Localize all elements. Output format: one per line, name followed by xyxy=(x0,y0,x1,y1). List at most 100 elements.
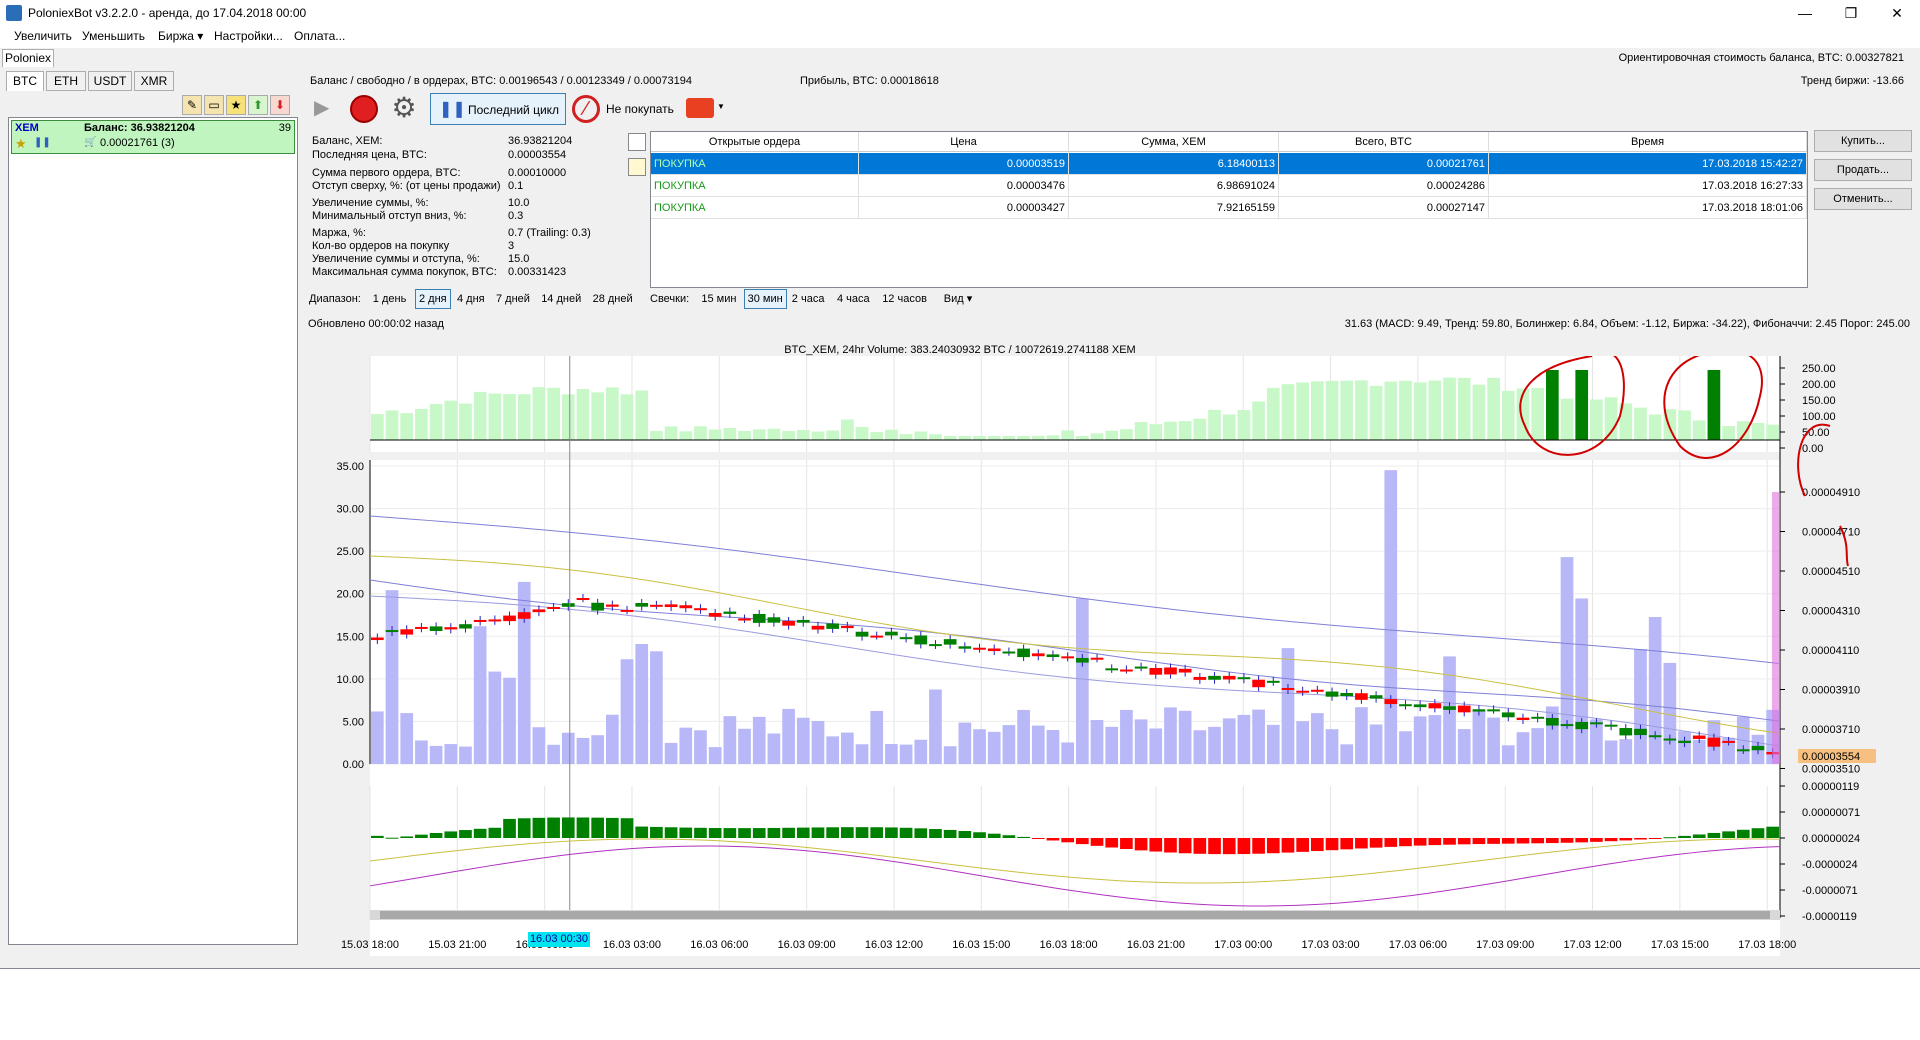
dont-buy-label: Не покупать xyxy=(606,102,674,116)
top-bar xyxy=(532,387,546,440)
maximize-button[interactable]: ❐ xyxy=(1844,5,1858,21)
top-bar xyxy=(1076,436,1089,440)
candle xyxy=(1017,648,1030,658)
table-row[interactable]: ПОКУПКА 0.00003476 6.98691024 0.00024286 17.… xyxy=(651,175,1807,197)
table-cell: 0.00027147 xyxy=(1279,197,1489,219)
volume-bar xyxy=(1311,713,1324,764)
stop-icon[interactable] xyxy=(350,95,378,123)
range-option[interactable]: 4 дня xyxy=(457,293,485,305)
chart-icon[interactable] xyxy=(628,158,646,176)
menu-payment[interactable]: Оплата... xyxy=(294,29,346,43)
menu-zoom-out[interactable]: Уменьшить xyxy=(82,29,145,43)
candle-option[interactable]: 30 мин xyxy=(743,289,787,309)
macd-bar xyxy=(1046,838,1060,841)
range-option[interactable]: 1 день xyxy=(372,293,407,305)
buy-button[interactable]: Купить... xyxy=(1814,130,1912,152)
star-icon[interactable]: ★ xyxy=(226,95,246,115)
candle xyxy=(1399,704,1412,707)
macd-bar xyxy=(1296,838,1309,852)
candle xyxy=(767,617,781,623)
menu-exchange[interactable]: Биржа ▾ xyxy=(158,29,204,43)
volume-bar xyxy=(473,626,487,764)
menu-zoom-in[interactable]: Увеличить xyxy=(14,29,72,43)
top-bar xyxy=(1384,381,1398,440)
edit-icon[interactable]: ✎ xyxy=(182,95,202,115)
log-box[interactable] xyxy=(0,968,1920,1040)
range-option[interactable]: 7 дней xyxy=(496,293,530,305)
range-option[interactable]: 2 дня xyxy=(415,289,451,309)
arrow-down-icon[interactable]: ⬇ xyxy=(270,95,290,115)
candle xyxy=(1678,740,1691,744)
document-icon[interactable] xyxy=(628,133,646,151)
top-bar xyxy=(1678,410,1691,440)
top-bar xyxy=(1193,418,1207,440)
cancel-button[interactable]: Отменить... xyxy=(1814,188,1912,210)
gear-icon[interactable]: ⚙ xyxy=(391,92,417,123)
minimize-button[interactable]: — xyxy=(1798,5,1812,21)
column-header[interactable]: Сумма, XEM xyxy=(1069,132,1279,152)
tab-poloniex[interactable]: Poloniex xyxy=(2,49,54,67)
range-option[interactable]: 14 дней xyxy=(541,293,582,305)
column-header[interactable]: Всего, BTC xyxy=(1279,132,1489,152)
volume-bar xyxy=(1222,718,1236,764)
top-bar xyxy=(708,429,722,440)
candle-option[interactable]: 4 часа xyxy=(837,293,870,305)
candle-option[interactable]: 15 мин xyxy=(701,293,737,305)
star-icon: ★ xyxy=(15,136,27,151)
volume-bar xyxy=(459,746,472,764)
window-title: PoloniexBot v3.2.2.0 - аренда, до 17.04.… xyxy=(28,6,307,20)
range-option[interactable]: 28 дней xyxy=(592,293,633,305)
tab-usdt[interactable]: USDT xyxy=(88,71,132,91)
coin-balance: Баланс: 36.93821204 xyxy=(84,122,195,134)
coin-item-xem[interactable]: XEM Баланс: 36.93821204 39 ★ ❚❚ 🛒 0.0002… xyxy=(11,120,295,154)
top-bar xyxy=(973,436,986,440)
updated-status: Обновлено 00:00:02 назад xyxy=(308,318,444,330)
price-gradient xyxy=(1772,492,1780,764)
tab-btc[interactable]: BTC xyxy=(6,71,44,91)
candle-option[interactable]: 2 часа xyxy=(791,293,825,305)
price-tick-label: 0.00004510 xyxy=(1802,566,1860,578)
play-icon[interactable]: ▶ xyxy=(314,97,330,119)
sell-button[interactable]: Продать... xyxy=(1814,159,1912,181)
volume-bar xyxy=(1355,707,1368,764)
macd-bar xyxy=(547,817,560,838)
top-bar xyxy=(1120,429,1133,440)
top-bar xyxy=(1751,422,1765,440)
arrow-up-icon[interactable]: ⬆ xyxy=(248,95,268,115)
volume-tick-label: 30.00 xyxy=(336,504,364,516)
column-header[interactable]: Время xyxy=(1489,132,1807,152)
view-dropdown[interactable]: Вид ▾ xyxy=(943,293,973,305)
table-row[interactable]: ПОКУПКА 0.00003519 6.18400113 0.00021761 17.… xyxy=(651,153,1807,175)
candle xyxy=(400,629,414,635)
info-row: Баланс, XEM: 36.93821204 xyxy=(312,135,632,148)
volume-bar xyxy=(1457,729,1471,764)
toolbox-dropdown[interactable]: ▼ xyxy=(686,96,726,122)
volume-bar xyxy=(943,746,957,764)
macd-bar xyxy=(708,827,722,838)
candle xyxy=(576,598,590,601)
candle-option[interactable]: 12 часов xyxy=(882,293,927,305)
macd-bar xyxy=(1355,838,1368,849)
last-cycle-button[interactable]: ❚❚ Последний цикл xyxy=(430,93,566,125)
top-bar xyxy=(635,390,649,440)
folder-icon[interactable]: ▭ xyxy=(204,95,224,115)
candle xyxy=(679,605,693,609)
dont-buy-button[interactable]: ⁄ Не покупать xyxy=(570,93,680,125)
close-button[interactable]: ✕ xyxy=(1891,5,1903,21)
volume-bar xyxy=(1061,742,1074,764)
info-label: Баланс, XEM: xyxy=(312,135,383,147)
column-header[interactable]: Открытые ордера xyxy=(651,132,859,152)
candles-label: Свечки: xyxy=(650,293,690,305)
top-bar xyxy=(1428,380,1442,440)
top-bar xyxy=(1369,385,1383,440)
macd-bar xyxy=(606,817,619,838)
column-header[interactable]: Цена xyxy=(859,132,1069,152)
tab-eth[interactable]: ETH xyxy=(46,71,86,91)
top-bar xyxy=(371,414,384,440)
table-row[interactable]: ПОКУПКА 0.00003427 7.92165159 0.00027147 17.… xyxy=(651,197,1807,219)
menu-settings[interactable]: Настройки... xyxy=(214,29,283,43)
candle xyxy=(473,619,487,622)
tab-xmr[interactable]: XMR xyxy=(134,71,174,91)
top-bar xyxy=(738,430,751,440)
